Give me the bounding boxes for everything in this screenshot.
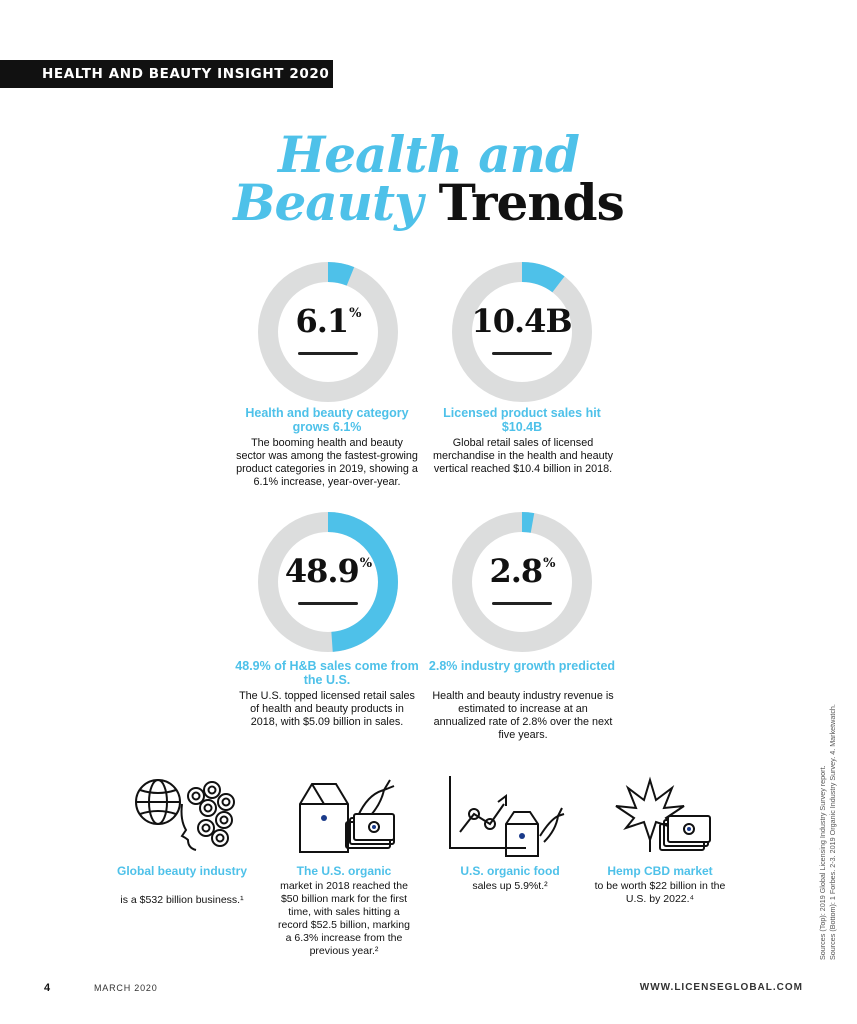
donut-arc [452,262,592,402]
stat-description: Health and beauty industry revenue is es… [432,690,614,741]
website-link[interactable]: WWW.LICENSEGLOBAL.COM [639,982,803,993]
donut-chart-licensed-sales: 10.4B [452,262,592,402]
icon-stat-description: to be worth $22 billion in the U.S. by 2… [594,880,726,905]
donut-value-number: 6.1 [295,302,349,340]
icon-stat-title: The U.S. organic [296,864,392,878]
page-title-line2: Beauty Trends [0,176,857,230]
donut-value-number: 2.8 [489,552,543,590]
donut-value: 48.9% [258,552,398,590]
stat-description: The U.S. topped licensed retail sales of… [239,690,415,728]
donut-divider [298,352,358,355]
milk-carton-carrot-cash-icon [299,779,395,853]
stat-title: Health and beauty category grows 6.1% [245,406,409,434]
donut-arc [258,512,398,652]
stat-title: 2.8% industry growth predicted [428,659,616,673]
donut-divider [492,602,552,605]
issue-date: MARCH 2020 [94,983,158,993]
stat-description: The booming health and beauty sector was… [236,437,418,488]
page-title-line1: Health and [277,125,580,184]
icon-stat-description: market in 2018 reached the $50 billion m… [278,880,410,957]
hemp-leaf-cash-icon [615,776,711,852]
donut-arc [258,262,398,402]
donut-arc [452,512,592,652]
stat-description: Global retail sales of licensed merchand… [432,437,614,475]
donut-ring [452,512,592,652]
sources-bottom: Sources (Bottom): 1 Forbes. 2-3. 2019 Or… [828,704,837,960]
icon-stat-description: sales up 5.9%t.² [472,880,548,892]
donut-value-number: 48.9 [284,552,360,590]
section-banner: HEALTH AND BEAUTY INSIGHT 2020 [0,60,333,88]
donut-value-suffix: % [349,306,361,321]
sources-top: Sources (Top): 2019 Global Licensing Ind… [818,765,827,960]
donut-value-suffix: % [543,556,555,571]
title-highlight-word: Beauty [233,173,423,232]
icon-stat-title: Hemp CBD market [607,864,713,878]
donut-ring [452,262,592,402]
donut-value-suffix: % [359,556,372,571]
donut-ring [258,262,398,402]
stat-title: 48.9% of H&B sales come from the U.S. [235,659,419,687]
donut-value: 6.1% [258,302,398,340]
globe-face-icon [135,779,235,851]
donut-divider [298,602,358,605]
donut-chart-us-share: 48.9% [258,512,398,652]
donut-divider [492,352,552,355]
title-dark-word: Trends [438,173,625,232]
stat-title: Licensed product sales hit $10.4B [443,406,601,434]
icon-stat-title: Global beauty industry [116,864,248,878]
sources-note: Sources (Top): 2019 Global Licensing Ind… [818,704,838,960]
page-number: 4 [44,982,51,994]
donut-value: 2.8% [452,552,592,590]
icon-stat-title: U.S. organic food [460,864,560,878]
donut-chart-category-growth: 6.1% [258,262,398,402]
donut-value-number: 10.4B [471,302,573,340]
icon-stat-description: is a $532 billion business.¹ [120,894,244,906]
donut-ring [258,512,398,652]
growth-chart-icon [449,776,565,857]
donut-chart-industry-growth: 2.8% [452,512,592,652]
donut-value: 10.4B [452,302,592,340]
